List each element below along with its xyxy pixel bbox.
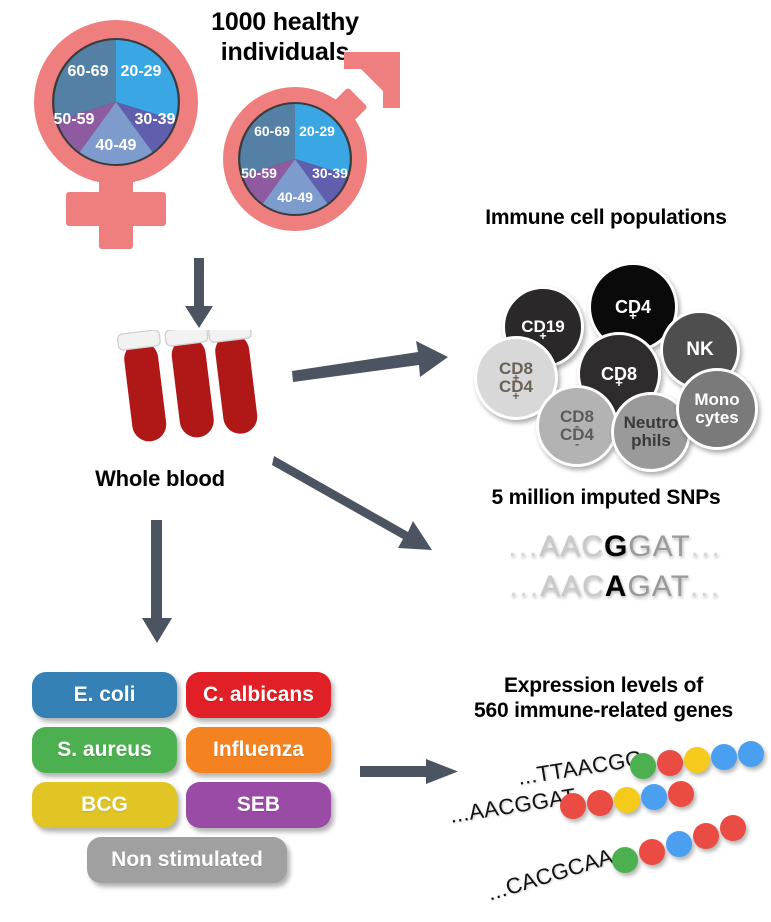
stimuli-row: E. coli C. albicans <box>32 672 342 718</box>
expression-bead-blue <box>641 784 667 810</box>
arrow-blood-to-stimuli <box>140 520 174 645</box>
immune-cell-label-line: CD8 + <box>600 363 637 391</box>
immune-cell-label-line: Mono <box>694 390 740 410</box>
immune-cell-label-line: CD8- <box>559 407 594 433</box>
expression-strand-sequence: ...CACGCAA <box>484 843 616 906</box>
expression-bead-red <box>639 839 665 865</box>
male-age-pie <box>240 104 350 215</box>
expression-bead-yellow <box>684 747 710 773</box>
expression-bead-red <box>693 823 719 849</box>
snp-line2-prefix-dots: ... <box>509 570 541 603</box>
snp-line1-highlight-allele: G <box>603 530 629 563</box>
stimuli-row: S. aureus Influenza <box>32 727 342 773</box>
immune-cell-label-line: NK <box>686 339 714 361</box>
male-pie-label-20-29: 20-29 <box>299 123 335 139</box>
arrow-stimuli-to-expression <box>360 755 460 789</box>
expression-bead-yellow <box>614 787 640 813</box>
immune-cell-label-line: phils <box>631 431 671 450</box>
male-symbol: 20-29 30-39 40-49 50-59 60-69 <box>208 48 408 248</box>
stimulus-button-influenza[interactable]: Influenza <box>186 727 331 773</box>
page-title-individuals: 1000 healthy individuals <box>211 8 359 66</box>
snp-line1-seq-after: GAT <box>628 530 691 563</box>
female-pie-label-20-29: 20-29 <box>121 63 162 80</box>
male-pie-label-30-39: 30-39 <box>312 165 348 181</box>
male-pie-label-60-69: 60-69 <box>254 123 290 139</box>
expression-strand: ...CACGCAA <box>440 735 771 910</box>
immune-cell-label-line: CD19 + <box>521 317 565 343</box>
immune-cell-cd8-cd4: CD8- CD4- <box>536 385 618 467</box>
snp-line1-suffix-dots: ... <box>690 530 722 563</box>
female-pie-label-50-59: 50-59 <box>54 111 95 128</box>
expression-strand: ...TTAACGG <box>440 735 771 910</box>
stimulus-button-s-aureus[interactable]: S. aureus <box>32 727 177 773</box>
expression-strand: ...AACGGAT <box>440 735 771 910</box>
immune-cell-cluster: CD19 + CD4 + NK CD8 + CD4 + CD8 + CD8- CD4- Neutro phi… <box>474 240 764 472</box>
immune-cell-label-line: CD4 + <box>498 377 533 403</box>
immune-cell-label-line: CD8 + <box>498 359 533 385</box>
section-title-expression: Expression levels of 560 immune-related … <box>474 674 733 722</box>
stimulus-button-bcg[interactable]: BCG <box>32 782 177 828</box>
snp-sequence-block: ...AACGGAT... ...AACAGAT... <box>470 530 760 610</box>
expression-bead-red <box>587 790 613 816</box>
male-pie-label-40-49: 40-49 <box>277 189 313 205</box>
arrow-individuals-to-blood <box>183 258 215 330</box>
female-symbol: 20-29 30-39 40-49 50-59 60-69 <box>8 14 223 259</box>
snp-sequence-line-2: ...AACAGAT... <box>470 570 760 604</box>
female-pie-label-60-69: 60-69 <box>68 63 109 80</box>
female-pie-label-40-49: 40-49 <box>96 137 137 154</box>
expression-bead-green <box>612 847 638 873</box>
male-pie-label-50-59: 50-59 <box>241 165 277 181</box>
expression-bead-red <box>720 815 746 841</box>
stimulus-button-non-stimulated[interactable]: Non stimulated <box>87 837 287 883</box>
stimulus-button-c-albicans[interactable]: C. albicans <box>186 672 331 718</box>
expression-bead-green <box>630 753 656 779</box>
stimuli-panel: E. coli C. albicans S. aureus Influenza BCG S… <box>32 672 342 883</box>
female-age-pie <box>54 40 178 165</box>
arrow-blood-to-snps <box>272 452 442 557</box>
stimulus-button-seb[interactable]: SEB <box>186 782 331 828</box>
immune-cell-label-line: CD4- <box>559 425 594 451</box>
snp-line1-prefix-dots: ... <box>508 530 540 563</box>
stimulus-button-e-coli[interactable]: E. coli <box>32 672 177 718</box>
female-pie-label-30-39: 30-39 <box>135 111 176 128</box>
expression-bead-red <box>657 750 683 776</box>
immune-cell-label-line: CD4 + <box>614 296 651 324</box>
expression-bead-blue <box>738 741 764 767</box>
snp-sequence-line-1: ...AACGGAT... <box>470 530 760 564</box>
immune-cell-cd8-cd4: CD8 + CD4 + <box>474 336 558 420</box>
snp-line2-seq-before: AAC <box>540 570 605 603</box>
expression-bead-blue <box>711 744 737 770</box>
gene-expression-strands: ...TTAACGG ...AACGGAT ...CACGCAA <box>440 735 771 910</box>
arrow-blood-to-immune-cells <box>290 335 450 385</box>
immune-cell-label-line: cytes <box>695 408 739 427</box>
label-whole-blood: Whole blood <box>95 466 225 491</box>
expression-bead-red <box>668 781 694 807</box>
section-title-immune-cells: Immune cell populations <box>485 206 727 229</box>
snp-line2-highlight-allele: A <box>604 570 628 603</box>
snp-line2-seq-after: GAT <box>627 570 690 603</box>
immune-cell-monocytes: Mono cytes <box>676 368 758 450</box>
immune-cell-label-line: Neutro <box>623 413 679 433</box>
expression-bead-red <box>560 793 586 819</box>
blood-tubes-illustration <box>110 321 260 460</box>
snp-line2-suffix-dots: ... <box>689 570 721 603</box>
stimuli-row: BCG SEB <box>32 782 342 828</box>
expression-bead-blue <box>666 831 692 857</box>
section-title-snps: 5 million imputed SNPs <box>491 486 721 509</box>
snp-line1-seq-before: AAC <box>539 530 604 563</box>
